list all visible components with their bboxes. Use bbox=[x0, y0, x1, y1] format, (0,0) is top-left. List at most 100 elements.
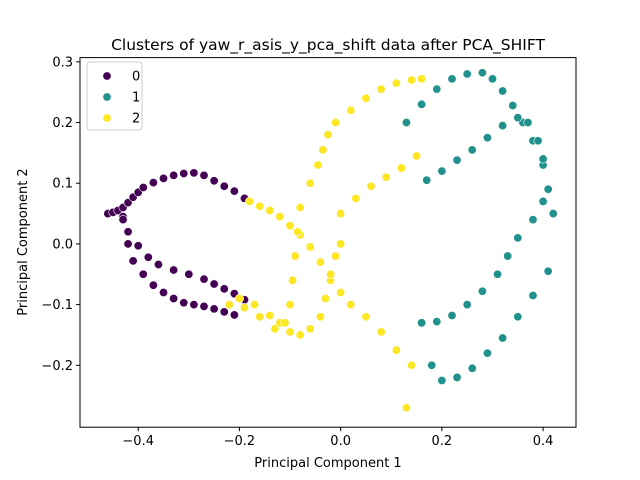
data-point-cluster-1 bbox=[462, 300, 472, 310]
data-point-cluster-1 bbox=[503, 251, 513, 261]
data-point-cluster-0 bbox=[199, 274, 209, 284]
data-point-cluster-0 bbox=[148, 178, 158, 188]
data-point-cluster-2 bbox=[318, 145, 328, 155]
data-point-cluster-0 bbox=[189, 168, 199, 178]
data-point-cluster-2 bbox=[326, 269, 336, 279]
data-point-cluster-2 bbox=[346, 105, 356, 115]
x-tick-label: 0.4 bbox=[533, 434, 554, 449]
data-point-cluster-1 bbox=[487, 74, 497, 84]
data-point-cluster-2 bbox=[285, 327, 295, 337]
y-tick-label: 0.3 bbox=[52, 55, 73, 70]
data-point-cluster-1 bbox=[477, 68, 487, 78]
y-tick-label: −0.1 bbox=[41, 298, 73, 313]
y-tick-label: −0.2 bbox=[41, 359, 73, 374]
data-point-cluster-1 bbox=[452, 372, 462, 382]
data-point-cluster-1 bbox=[417, 99, 427, 109]
data-point-cluster-2 bbox=[351, 193, 361, 203]
data-point-cluster-2 bbox=[285, 221, 295, 231]
data-point-cluster-2 bbox=[313, 160, 323, 170]
data-point-cluster-2 bbox=[401, 403, 411, 413]
x-axis-ticks: −0.4 −0.2 0.0 0.2 0.4 bbox=[122, 427, 553, 449]
data-point-cluster-2 bbox=[295, 330, 305, 340]
data-point-cluster-1 bbox=[528, 291, 538, 301]
data-point-cluster-2 bbox=[346, 300, 356, 310]
data-point-cluster-2 bbox=[320, 294, 330, 304]
data-point-cluster-2 bbox=[361, 93, 371, 103]
data-points bbox=[103, 68, 558, 413]
data-point-cluster-2 bbox=[391, 78, 401, 88]
legend-label-cluster-0: 0 bbox=[132, 70, 140, 85]
y-tick-label: 0.1 bbox=[52, 177, 73, 192]
data-point-cluster-0 bbox=[123, 227, 133, 237]
data-point-cluster-2 bbox=[245, 196, 255, 206]
data-point-cluster-2 bbox=[376, 84, 386, 94]
data-point-cluster-0 bbox=[199, 170, 209, 180]
data-point-cluster-2 bbox=[315, 312, 325, 322]
data-point-cluster-0 bbox=[169, 265, 179, 275]
data-point-cluster-0 bbox=[199, 301, 209, 311]
data-point-cluster-0 bbox=[184, 269, 194, 279]
data-point-cluster-1 bbox=[493, 269, 503, 279]
data-point-cluster-0 bbox=[189, 300, 199, 310]
data-point-cluster-1 bbox=[432, 317, 442, 327]
data-point-cluster-2 bbox=[250, 300, 260, 310]
data-point-cluster-2 bbox=[331, 118, 341, 128]
data-point-cluster-2 bbox=[295, 203, 305, 213]
y-axis-ticks: −0.2 −0.1 0.0 0.1 0.2 0.3 bbox=[41, 55, 80, 374]
data-point-cluster-0 bbox=[179, 169, 189, 179]
data-point-cluster-0 bbox=[169, 170, 179, 180]
data-point-cluster-0 bbox=[229, 310, 239, 320]
data-point-cluster-1 bbox=[523, 118, 533, 128]
data-point-cluster-0 bbox=[159, 287, 169, 297]
data-point-cluster-2 bbox=[305, 178, 315, 188]
data-point-cluster-0 bbox=[219, 307, 229, 317]
data-point-cluster-0 bbox=[219, 284, 229, 294]
x-axis-label: Principal Component 1 bbox=[254, 456, 401, 471]
data-point-cluster-1 bbox=[427, 360, 437, 370]
data-point-cluster-1 bbox=[498, 121, 508, 131]
data-point-cluster-0 bbox=[219, 181, 229, 191]
data-point-cluster-0 bbox=[138, 182, 148, 192]
data-point-cluster-0 bbox=[153, 260, 163, 270]
x-tick-label: −0.2 bbox=[224, 434, 256, 449]
legend-box bbox=[86, 61, 143, 131]
data-point-cluster-1 bbox=[513, 233, 523, 243]
data-point-cluster-2 bbox=[417, 74, 427, 84]
data-point-cluster-2 bbox=[275, 212, 285, 222]
data-point-cluster-1 bbox=[543, 184, 553, 194]
data-point-cluster-1 bbox=[452, 155, 462, 165]
x-tick-label: −0.4 bbox=[122, 434, 154, 449]
data-point-cluster-2 bbox=[381, 172, 391, 182]
x-tick-label: 0.0 bbox=[330, 434, 351, 449]
data-point-cluster-1 bbox=[482, 348, 492, 358]
data-point-cluster-1 bbox=[401, 118, 411, 128]
data-point-cluster-0 bbox=[128, 256, 138, 266]
data-point-cluster-2 bbox=[376, 327, 386, 337]
data-point-cluster-1 bbox=[467, 363, 477, 373]
data-point-cluster-2 bbox=[265, 311, 275, 321]
data-point-cluster-2 bbox=[285, 300, 295, 310]
data-point-cluster-2 bbox=[270, 324, 280, 334]
data-point-cluster-2 bbox=[305, 324, 315, 334]
data-point-cluster-1 bbox=[513, 113, 523, 123]
data-point-cluster-1 bbox=[467, 145, 477, 155]
legend-marker-cluster-1 bbox=[102, 92, 112, 102]
data-point-cluster-0 bbox=[169, 294, 179, 304]
data-point-cluster-2 bbox=[293, 227, 303, 237]
y-axis-label: Principal Component 2 bbox=[16, 168, 31, 315]
data-point-cluster-2 bbox=[391, 345, 401, 355]
data-point-cluster-2 bbox=[234, 294, 244, 304]
data-point-cluster-2 bbox=[396, 163, 406, 173]
data-point-cluster-1 bbox=[432, 84, 442, 94]
data-point-cluster-2 bbox=[412, 151, 422, 161]
legend: 0 1 2 bbox=[86, 61, 143, 131]
data-point-cluster-0 bbox=[143, 252, 153, 262]
data-point-cluster-0 bbox=[209, 304, 219, 314]
data-point-cluster-1 bbox=[543, 266, 553, 276]
data-point-cluster-2 bbox=[224, 300, 234, 310]
data-point-cluster-2 bbox=[290, 251, 300, 261]
x-tick-label: 0.2 bbox=[432, 434, 453, 449]
legend-label-cluster-1: 1 bbox=[132, 91, 140, 106]
data-point-cluster-1 bbox=[447, 311, 457, 321]
